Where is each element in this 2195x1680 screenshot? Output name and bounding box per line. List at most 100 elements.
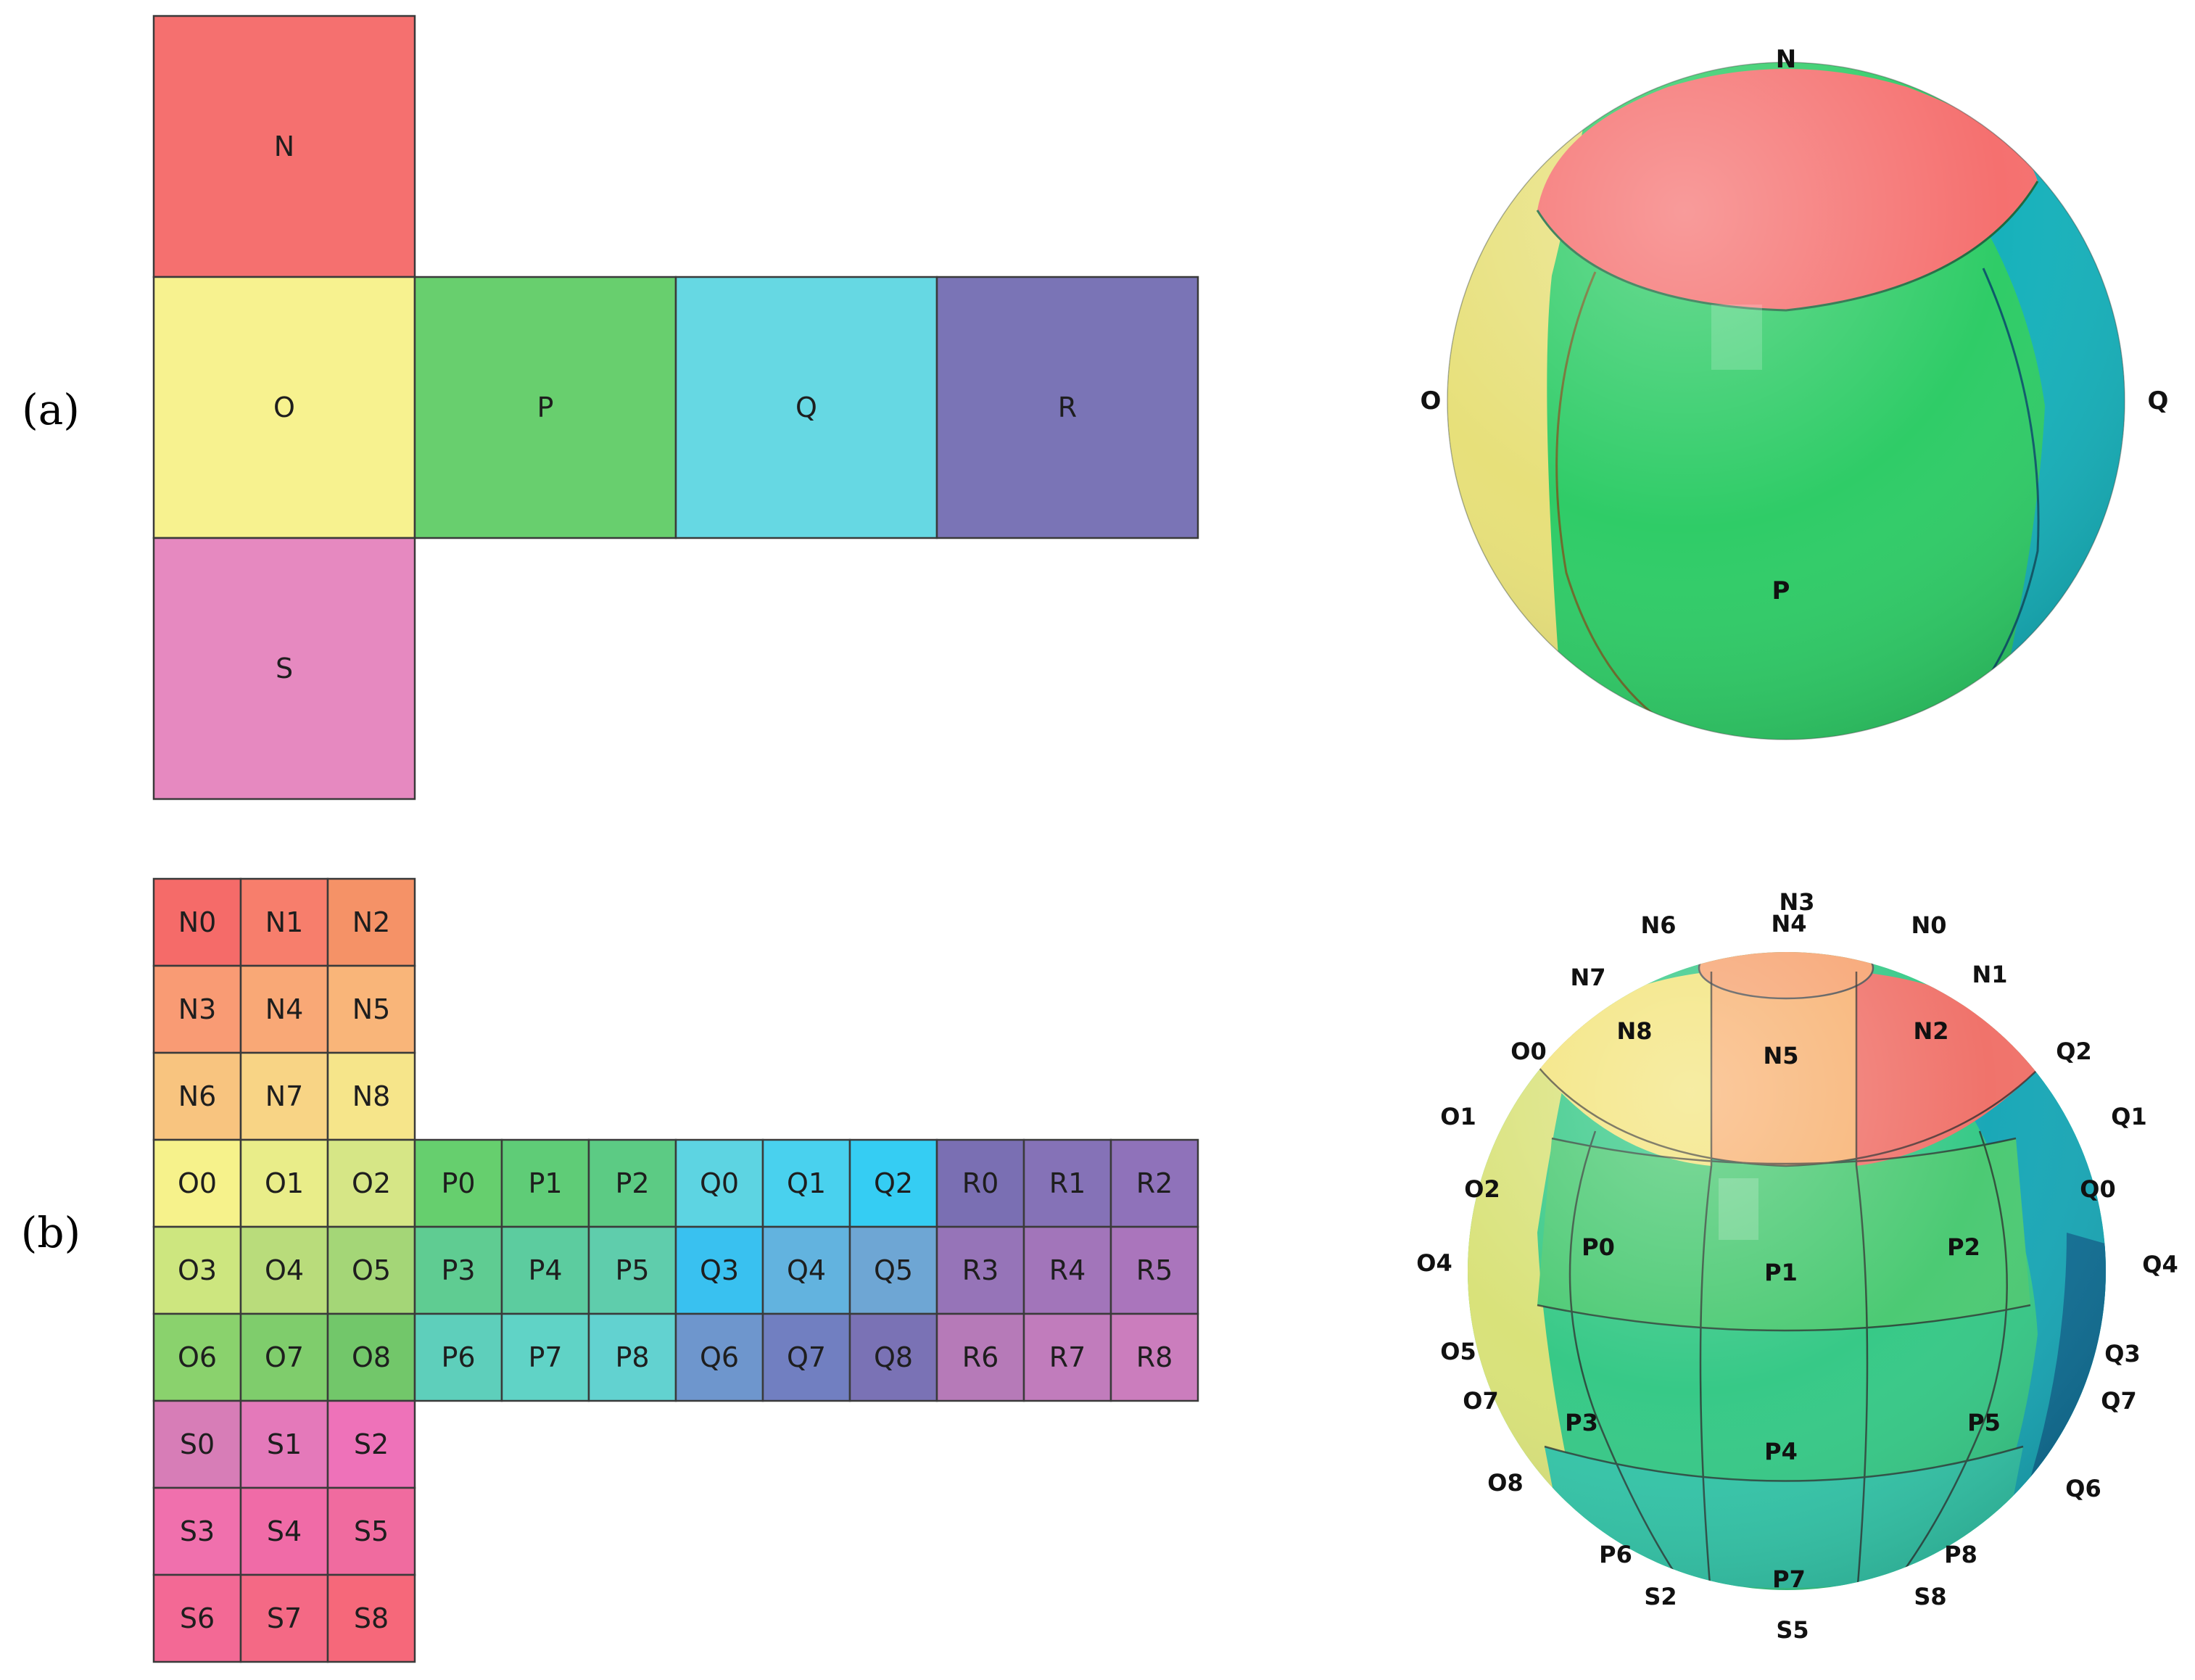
- sphere-b-label-s8: S8: [1914, 1583, 1946, 1610]
- net-b-label-n4: N4: [265, 993, 304, 1025]
- net-b-label-r5: R5: [1136, 1254, 1173, 1286]
- net-a-label-p: P: [537, 392, 554, 423]
- net-b-label-p5: P5: [615, 1254, 649, 1286]
- net-b-cell-p4: [500, 1225, 590, 1315]
- net-b-label-q4: Q4: [787, 1254, 826, 1286]
- net-a-label-r: R: [1058, 392, 1077, 423]
- sphere-b-label-o8: O8: [1487, 1469, 1523, 1497]
- net-b-label-o6: O6: [178, 1341, 217, 1373]
- panel-label-b: (b): [21, 1208, 80, 1257]
- net-b-cell-o0: [152, 1138, 242, 1228]
- net-b-cell-s4: [239, 1486, 329, 1576]
- net-b-cell-o2: [326, 1138, 416, 1228]
- sphere-b-label-o5: O5: [1440, 1338, 1476, 1365]
- net-b-cell-p3: [413, 1225, 503, 1315]
- net-b-cell-s2: [326, 1399, 416, 1489]
- net-b-label-q3: Q3: [700, 1254, 739, 1286]
- net-b-label-o0: O0: [178, 1167, 217, 1199]
- panel-label-a: (a): [22, 385, 80, 434]
- sphere-b-label-n6: N6: [1640, 911, 1676, 939]
- sphere-b-label-n4: N4: [1771, 910, 1806, 938]
- sphere-a-label-o: O: [1421, 386, 1442, 415]
- net-b-label-s1: S1: [267, 1428, 302, 1460]
- net-b-cell-q7: [761, 1312, 851, 1402]
- net-b-label-q6: Q6: [700, 1341, 739, 1373]
- sphere-b-label-p1: P1: [1764, 1259, 1798, 1286]
- sphere-b-label-p0: P0: [1582, 1233, 1615, 1261]
- sphere-b-label-n5: N5: [1763, 1042, 1798, 1069]
- net-b-cell-n3: [152, 964, 242, 1054]
- sphere-b-label-p5: P5: [1967, 1409, 2001, 1436]
- net-b-label-n2: N2: [352, 906, 391, 938]
- net-b-label-o3: O3: [178, 1254, 217, 1286]
- net-b-label-o7: O7: [265, 1341, 304, 1373]
- sphere-b-label-q2: Q2: [2056, 1038, 2091, 1065]
- net-b-label-r0: R0: [962, 1167, 999, 1199]
- net-b-cell-o5: [326, 1225, 416, 1315]
- net-b-cell-r5: [1109, 1225, 1199, 1315]
- net-b-cell-n5: [326, 964, 416, 1054]
- net-b-cell-r3: [935, 1225, 1025, 1315]
- sphere-b-label-p6: P6: [1599, 1541, 1632, 1568]
- net-b-label-q5: Q5: [874, 1254, 913, 1286]
- cube-net-b: N0 N1 N2 N3 N4 N5 N6 N7 N8 O0 O1 O2 O3 O4 O5 O6 O7 O8 P0 P1…: [152, 877, 1199, 1663]
- sphere-b-label-o1: O1: [1440, 1103, 1476, 1130]
- net-b-cell-o4: [239, 1225, 329, 1315]
- net-b-label-s5: S5: [354, 1515, 389, 1547]
- net-b-label-r1: R1: [1049, 1167, 1086, 1199]
- net-b-cell-n7: [239, 1051, 329, 1141]
- net-b-label-o1: O1: [265, 1167, 304, 1199]
- net-b-label-r8: R8: [1136, 1341, 1173, 1373]
- net-b-cell-n1: [239, 877, 329, 967]
- net-b-label-r6: R6: [962, 1341, 999, 1373]
- net-b-label-s4: S4: [267, 1515, 302, 1547]
- net-b-cell-r6: [935, 1312, 1025, 1402]
- sphere-a: N O Q P: [1421, 45, 2168, 740]
- net-a-face-q: [674, 276, 938, 539]
- sphere-b-label-o4: O4: [1416, 1249, 1452, 1277]
- net-b-cell-s8: [326, 1573, 416, 1663]
- sphere-b-label-q7: Q7: [2101, 1387, 2136, 1415]
- net-b-cell-o1: [239, 1138, 329, 1228]
- net-b-label-q8: Q8: [874, 1341, 913, 1373]
- sphere-b-labels: N3 N6 N4 N0 N7 N1 O0 N8 N2 Q2 N5 O1 Q1 O2 Q0 P0 P2 O4 P1 Q4…: [1416, 888, 2178, 1644]
- net-a-label-n: N: [274, 131, 294, 162]
- sphere-b-label-p4: P4: [1764, 1438, 1798, 1465]
- sphere-b-label-p7: P7: [1772, 1565, 1806, 1593]
- net-b-cell-s7: [239, 1573, 329, 1663]
- net-b-label-n1: N1: [265, 906, 304, 938]
- net-b-label-p6: P6: [441, 1341, 475, 1373]
- sphere-a-shading: [1447, 62, 2125, 740]
- net-b-label-p8: P8: [615, 1341, 649, 1373]
- sphere-a-outline: [1447, 62, 2125, 740]
- net-b-label-q7: Q7: [787, 1341, 826, 1373]
- sphere-b-label-p3: P3: [1565, 1409, 1598, 1436]
- sphere-b-label-s2: S2: [1644, 1583, 1677, 1610]
- net-b-label-r3: R3: [962, 1254, 999, 1286]
- net-b-cell-o7: [239, 1312, 329, 1402]
- net-b-label-p0: P0: [441, 1167, 475, 1199]
- net-a-label-q: Q: [795, 392, 817, 423]
- net-b-cell-q5: [848, 1225, 938, 1315]
- net-a-face-r: [935, 276, 1199, 539]
- net-b-label-o4: O4: [265, 1254, 304, 1286]
- sphere-b: N3 N6 N4 N0 N7 N1 O0 N8 N2 Q2 N5 O1 Q1 O2 Q0 P0 P2 O4 P1 Q4…: [1416, 888, 2178, 1644]
- sphere-b-label-n7: N7: [1570, 964, 1605, 991]
- sphere-b-label-q0: Q0: [2080, 1175, 2115, 1203]
- sphere-b-label-q4: Q4: [2142, 1251, 2178, 1278]
- net-b-label-o8: O8: [352, 1341, 391, 1373]
- sphere-b-label-q1: Q1: [2111, 1103, 2146, 1130]
- net-a-face-n: [152, 15, 416, 278]
- sphere-b-label-o7: O7: [1463, 1387, 1498, 1415]
- net-b-label-n7: N7: [265, 1080, 304, 1112]
- sphere-b-label-q6: Q6: [2065, 1475, 2101, 1502]
- net-a-face-p: [413, 276, 677, 539]
- cube-net-a: N O P Q R S: [152, 15, 1199, 800]
- sphere-b-label-p8: P8: [1944, 1541, 1977, 1568]
- net-b-cell-r2: [1109, 1138, 1199, 1228]
- sphere-b-label-s5: S5: [1776, 1616, 1809, 1644]
- net-b-label-n8: N8: [352, 1080, 391, 1112]
- net-b-cell-r7: [1022, 1312, 1112, 1402]
- sphere-b-label-q3: Q3: [2104, 1340, 2140, 1367]
